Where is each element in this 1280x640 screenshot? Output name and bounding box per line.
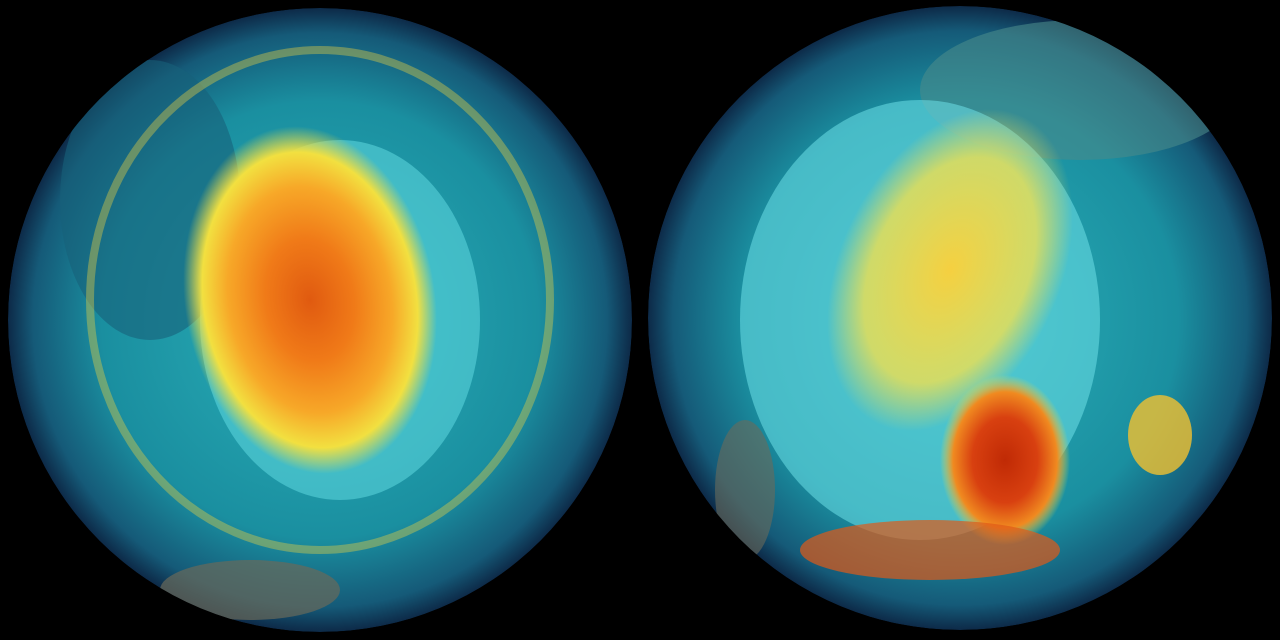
right-globe <box>648 6 1272 630</box>
right-vortex-tail <box>800 520 1060 580</box>
right-vortex-main <box>940 375 1070 545</box>
left-swirl-band <box>86 46 554 554</box>
right-vortex-small <box>1128 395 1192 475</box>
left-landmass <box>160 560 340 620</box>
left-globe <box>8 8 632 632</box>
right-landmass-west <box>715 420 775 560</box>
right-wave-band <box>827 109 1073 431</box>
left-polar-vortex <box>183 126 437 474</box>
